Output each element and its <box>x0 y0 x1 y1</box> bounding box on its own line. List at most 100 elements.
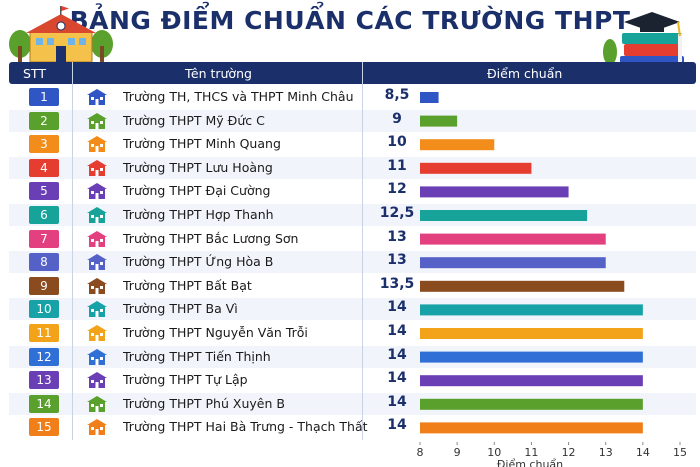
table-row: 7 Trường THPT Bắc Lương Sơn 13 <box>9 228 696 250</box>
school-name: Trường THPT Ba Vì <box>123 301 238 317</box>
score-bar <box>420 280 625 292</box>
row-number-badge: 8 <box>29 253 59 272</box>
row-number-badge: 9 <box>29 276 59 295</box>
score-bar <box>420 115 458 127</box>
school-icon <box>87 159 107 176</box>
x-axis-tick-label: 10 <box>487 446 501 459</box>
score-value: 14 <box>387 323 407 339</box>
header-score: Điểm chuẩn <box>487 66 563 81</box>
row-number-badge: 3 <box>29 135 59 154</box>
score-bar <box>420 139 495 151</box>
score-value: 14 <box>387 346 407 363</box>
school-name: Trường THPT Đại Cường <box>123 183 271 199</box>
school-name: Trường THPT Ứng Hòa B <box>123 254 274 270</box>
x-axis-tick-label: 15 <box>673 446 687 459</box>
x-axis-tick-label: 9 <box>454 446 461 459</box>
row-number-badge: 12 <box>29 347 59 366</box>
school-name: Trường THPT Hợp Thanh <box>123 207 274 222</box>
page-title: BẢNG ĐIỂM CHUẨN CÁC TRƯỜNG THPT <box>69 6 631 35</box>
score-value: 13 <box>387 252 407 269</box>
school-name: Trường THPT Lưu Hoàng <box>123 159 273 175</box>
score-value: 14 <box>387 299 407 316</box>
score-bar <box>420 210 588 221</box>
row-number-badge: 13 <box>29 371 59 390</box>
score-bar <box>420 422 643 434</box>
score-bar <box>420 351 643 363</box>
row-number-badge: 14 <box>29 394 59 413</box>
table-header: STT Tên trường Điểm chuẩn <box>9 62 696 84</box>
score-bar <box>420 304 643 316</box>
school-name: Trường THPT Bất Bạt <box>123 277 252 293</box>
school-name: Trường THPT Mỹ Đức C <box>123 112 265 128</box>
table-row: 15 Trường THPT Hai Bà Trưng - Thạch Thất 1… <box>9 416 696 438</box>
school-icon <box>87 230 107 247</box>
school-name: Trường TH, THCS và THPT Minh Châu <box>123 89 354 104</box>
table-row: 5 Trường THPT Đại Cường 12 <box>9 180 696 202</box>
x-axis-label: Điểm chuẩn <box>497 458 563 467</box>
school-icon <box>87 112 107 129</box>
score-value: 10 <box>387 134 407 151</box>
school-icon <box>87 136 107 153</box>
school-icon <box>87 325 107 341</box>
row-number-badge: 6 <box>29 206 59 224</box>
score-bar <box>420 186 569 198</box>
x-axis-tick-label: 12 <box>562 446 576 459</box>
school-name: Trường THPT Hai Bà Trưng - Thạch Thất <box>123 419 368 435</box>
table-row: 9 Trường THPT Bất Bạt 13,5 <box>9 275 696 297</box>
table-row: 13 Trường THPT Tự Lập 14 <box>9 369 696 391</box>
score-value: 8,5 <box>384 87 410 103</box>
column-divider <box>72 62 73 440</box>
score-value: 12,5 <box>379 205 415 221</box>
school-icon <box>87 301 107 318</box>
row-number-badge: 10 <box>29 300 59 319</box>
school-icon <box>87 277 107 294</box>
school-name: Trường THPT Tự Lập <box>123 372 248 388</box>
score-value: 9 <box>392 110 402 127</box>
school-name: Trường THPT Nguyễn Văn Trỗi <box>123 325 308 340</box>
row-number-badge: 2 <box>29 111 59 130</box>
row-number-badge: 7 <box>29 229 59 248</box>
x-axis-tick-label: 8 <box>417 446 424 459</box>
score-value: 12 <box>387 181 407 198</box>
score-bar <box>420 328 643 339</box>
school-name: Trường THPT Bắc Lương Sơn <box>123 230 299 246</box>
column-divider <box>362 62 363 440</box>
row-number-badge: 11 <box>29 324 59 342</box>
table-row: 2 Trường THPT Mỹ Đức C 9 <box>9 109 696 132</box>
score-bar <box>420 398 643 410</box>
school-name: Trường THPT Tiến Thịnh <box>123 348 271 364</box>
school-icon <box>87 419 107 436</box>
x-axis-tick-label: 11 <box>524 446 538 459</box>
school-icon <box>87 207 107 223</box>
school-icon <box>87 395 107 412</box>
school-name: Trường THPT Phú Xuyên B <box>123 395 285 411</box>
score-bar <box>420 233 606 245</box>
x-axis-tick-label: 13 <box>599 446 613 459</box>
score-value: 14 <box>387 393 407 410</box>
score-bar <box>420 92 439 103</box>
school-icon <box>87 348 107 365</box>
school-icon <box>87 89 107 105</box>
score-bar <box>420 257 606 269</box>
score-value: 14 <box>387 370 407 387</box>
row-number-badge: 5 <box>29 182 59 201</box>
score-value: 13,5 <box>379 275 415 292</box>
x-axis-tick-label: 14 <box>636 446 650 459</box>
school-icon <box>87 183 107 200</box>
table-row: 3 Trường THPT Minh Quang 10 <box>9 133 696 155</box>
header-stt: STT <box>23 66 46 81</box>
row-number-badge: 1 <box>29 88 59 106</box>
score-bar <box>420 375 643 387</box>
school-name: Trường THPT Minh Quang <box>123 136 281 152</box>
score-value: 13 <box>387 228 407 245</box>
row-number-badge: 4 <box>29 158 59 177</box>
table-row: 1 Trường TH, THCS và THPT Minh Châu 8,5 <box>9 86 696 108</box>
score-bar <box>420 162 532 174</box>
table-row: 11 Trường THPT Nguyễn Văn Trỗi 14 <box>9 322 696 344</box>
row-number-badge: 15 <box>29 418 59 437</box>
school-icon <box>87 254 107 271</box>
header-name: Tên trường <box>185 66 252 81</box>
school-icon <box>87 372 107 389</box>
score-value: 14 <box>387 417 407 434</box>
